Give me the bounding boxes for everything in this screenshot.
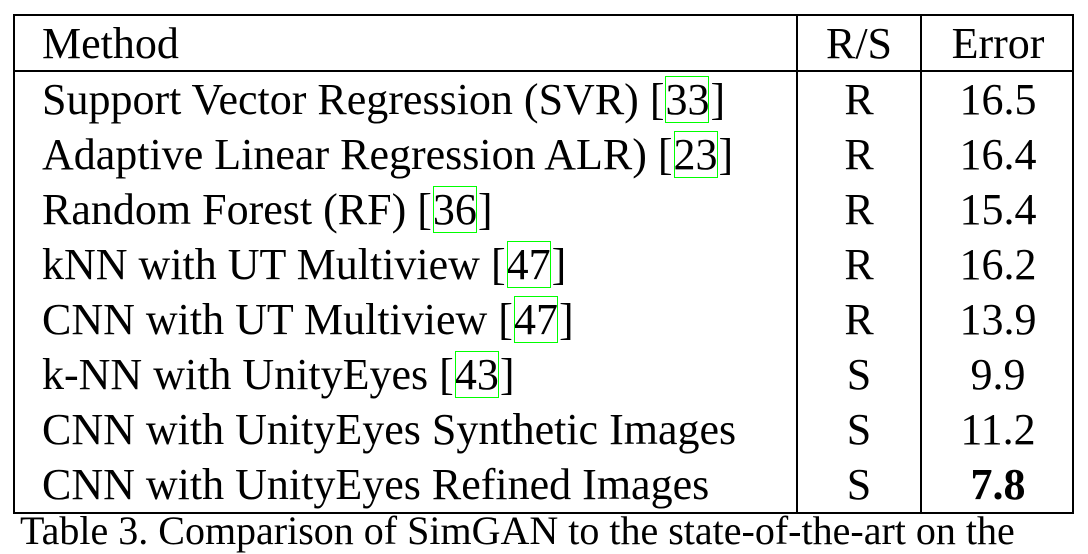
- header-method: Method: [42, 19, 179, 68]
- error-cell: 9.9: [970, 350, 1026, 399]
- table-row: CNN with UT Multiview [47] R 13.9: [15, 292, 1072, 347]
- header-divider: [15, 70, 1072, 72]
- table-row: Adaptive Linear Regression ALR) [23] R 1…: [15, 127, 1072, 182]
- rs-cell: R: [844, 240, 874, 289]
- error-cell-best: 7.8: [970, 460, 1026, 509]
- method-cell: kNN with UT Multiview [47]: [42, 240, 567, 289]
- citation-link[interactable]: 47: [506, 240, 551, 289]
- method-cell: CNN with UnityEyes Refined Images: [42, 460, 710, 509]
- table-row: CNN with UnityEyes Refined Images S 7.8: [15, 457, 1072, 512]
- citation-link[interactable]: 33: [665, 75, 710, 124]
- table-row: Support Vector Regression (SVR) [33] R 1…: [15, 72, 1072, 127]
- method-cell: Support Vector Regression (SVR) [33]: [42, 75, 726, 124]
- table-caption: Table 3. Comparison of SimGAN to the sta…: [20, 508, 1015, 553]
- method-cell: CNN with UnityEyes Synthetic Images: [42, 405, 737, 454]
- error-cell: 15.4: [959, 185, 1037, 234]
- rs-cell: R: [844, 185, 874, 234]
- table-row: CNN with UnityEyes Synthetic Images S 11…: [15, 402, 1072, 457]
- method-cell: k-NN with UnityEyes [43]: [42, 350, 515, 399]
- header-rs: R/S: [825, 19, 893, 68]
- rs-cell: S: [846, 405, 872, 454]
- rs-cell: S: [846, 460, 872, 509]
- citation-link[interactable]: 43: [454, 350, 499, 399]
- error-cell: 16.4: [959, 130, 1037, 179]
- error-cell: 11.2: [960, 405, 1036, 454]
- citation-link[interactable]: 47: [513, 295, 558, 344]
- results-table: Method R/S Error Support Vector Regressi…: [13, 14, 1074, 514]
- method-cell: Random Forest (RF) [36]: [42, 185, 493, 234]
- rs-cell: R: [844, 295, 874, 344]
- error-cell: 16.5: [959, 75, 1037, 124]
- method-cell: CNN with UT Multiview [47]: [42, 295, 574, 344]
- method-cell: Adaptive Linear Regression ALR) [23]: [42, 130, 734, 179]
- column-divider-rs: [796, 16, 798, 512]
- error-cell: 16.2: [959, 240, 1037, 289]
- table-row: Random Forest (RF) [36] R 15.4: [15, 182, 1072, 237]
- table-header-row: Method R/S Error: [15, 16, 1072, 71]
- header-error: Error: [951, 19, 1045, 68]
- table-row: kNN with UT Multiview [47] R 16.2: [15, 237, 1072, 292]
- rs-cell: R: [844, 130, 874, 179]
- table-row: k-NN with UnityEyes [43] S 9.9: [15, 347, 1072, 402]
- rs-cell: S: [846, 350, 872, 399]
- citation-link[interactable]: 23: [673, 130, 718, 179]
- rs-cell: R: [844, 75, 874, 124]
- error-cell: 13.9: [959, 295, 1037, 344]
- column-divider-error: [920, 16, 922, 512]
- citation-link[interactable]: 36: [432, 185, 477, 234]
